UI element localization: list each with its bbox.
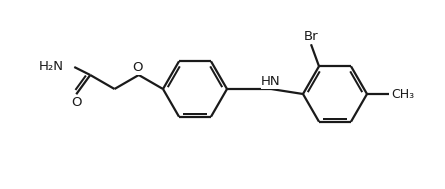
Text: Br: Br [303,30,318,43]
Text: O: O [71,96,81,109]
Text: CH₃: CH₃ [391,88,414,101]
Text: O: O [133,61,143,74]
Text: H₂N: H₂N [38,60,63,73]
Text: HN: HN [261,75,281,88]
